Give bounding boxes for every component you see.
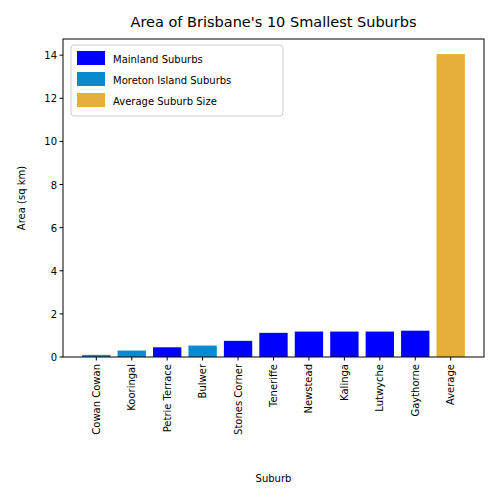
y-tick	[60, 357, 64, 358]
x-tick	[202, 357, 203, 361]
legend-swatch	[77, 51, 105, 65]
x-tick	[238, 357, 239, 361]
bar	[295, 332, 323, 357]
x-tick-label: Bulwer	[197, 363, 208, 398]
bar	[330, 332, 358, 357]
y-tick-label: 4	[51, 266, 57, 277]
x-tick-label: Lutwyche	[374, 364, 385, 412]
legend-label: Average Suburb Size	[113, 96, 217, 107]
legend-swatch	[77, 72, 105, 86]
y-tick-label: 12	[44, 93, 57, 104]
x-tick-label: Newstead	[303, 364, 314, 414]
chart: Area of Brisbane's 10 Smallest Suburbs 0 2…	[0, 0, 500, 500]
y-tick-label: 6	[51, 223, 57, 234]
bar	[118, 351, 146, 357]
y-tick-label: 8	[51, 180, 57, 191]
y-tick	[60, 141, 64, 142]
x-tick-label: Petrie Terrace	[162, 364, 173, 432]
y-tick-label: 0	[51, 352, 57, 363]
bar	[153, 347, 181, 357]
bar	[224, 341, 252, 357]
x-tick-label: Average	[445, 364, 456, 405]
bar	[437, 54, 465, 357]
x-tick	[273, 357, 274, 361]
y-tick	[60, 227, 64, 228]
x-tick	[308, 357, 309, 361]
x-tick	[167, 357, 168, 361]
x-tick-label: Gaythorne	[410, 364, 421, 417]
y-tick-label: 2	[51, 309, 57, 320]
x-tick	[344, 357, 345, 361]
x-tick	[450, 357, 451, 361]
plot-frame	[63, 39, 484, 357]
bar	[188, 346, 216, 357]
x-tick	[131, 357, 132, 361]
y-tick	[60, 270, 64, 271]
x-tick-label: Kalinga	[339, 364, 350, 401]
x-tick-label: Kooringal	[126, 364, 137, 411]
y-tick-label: 10	[44, 136, 57, 147]
x-axis-label: Suburb	[256, 473, 292, 484]
bar	[366, 332, 394, 357]
x-tick	[96, 357, 97, 361]
y-tick	[60, 313, 64, 314]
legend-label: Moreton Island Suburbs	[113, 75, 231, 86]
bar	[259, 333, 287, 357]
y-tick	[60, 184, 64, 185]
y-tick-label: 14	[44, 50, 57, 61]
x-tick-label: Cowan Cowan	[91, 364, 102, 435]
legend-box	[71, 45, 283, 116]
legend: Mainland Suburbs Moreton Island Suburbs Av…	[71, 45, 283, 116]
title: Area of Brisbane's 10 Smallest Suburbs	[130, 14, 416, 30]
x-tick	[415, 357, 416, 361]
y-tick	[60, 98, 64, 99]
bar	[401, 331, 429, 357]
x-tick	[379, 357, 380, 361]
x-tick-label: Stones Corner	[233, 363, 244, 435]
y-tick	[60, 55, 64, 56]
legend-swatch	[77, 93, 105, 107]
x-tick-label: Teneriffe	[268, 364, 279, 408]
legend-label: Mainland Suburbs	[113, 54, 203, 65]
y-axis-label: Area (sq km)	[16, 166, 27, 230]
